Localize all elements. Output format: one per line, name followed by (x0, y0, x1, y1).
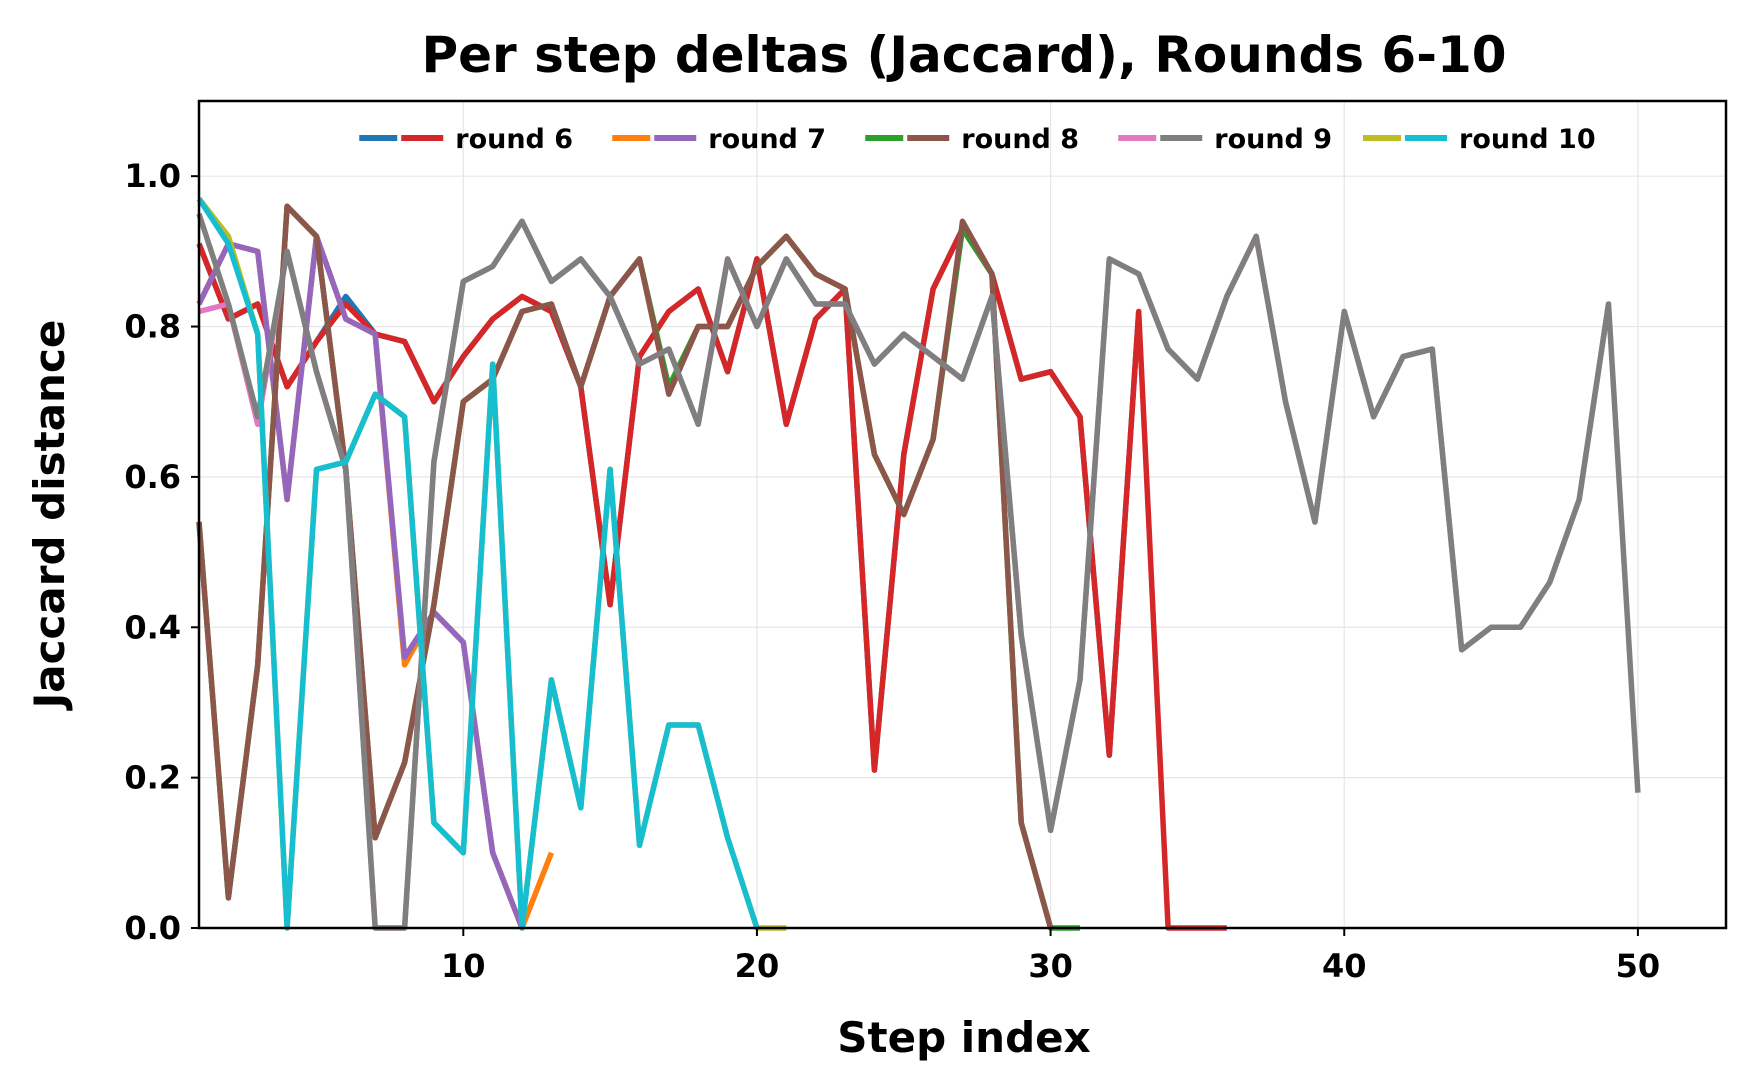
series-line-round-9-b (196, 212, 1641, 931)
x-tick-label: 30 (1028, 947, 1073, 985)
x-tick-label: 50 (1616, 947, 1661, 985)
legend-label: round 9 (1214, 124, 1332, 155)
series-line-round-7-b (196, 233, 525, 929)
chart-title: Per step deltas (Jaccard), Rounds 6-10 (421, 26, 1506, 84)
plot-frame (197, 99, 1728, 930)
series-layer (196, 197, 1641, 931)
y-tick-label: 0.2 (124, 759, 181, 797)
y-axis-ticks: 0.0 0.2 0.4 0.6 0.8 1.0 (124, 157, 199, 947)
legend-label: round 10 (1459, 124, 1596, 155)
series-line-round-10-b (196, 197, 760, 931)
y-axis-label: Jaccard distance (25, 320, 74, 712)
y-tick-label: 1.0 (124, 157, 181, 195)
y-tick-label: 0.6 (124, 458, 181, 496)
legend-label: round 8 (961, 124, 1079, 155)
y-tick-label: 0.8 (124, 308, 181, 346)
x-axis-label: Step index (837, 1013, 1090, 1062)
legend-label: round 6 (455, 124, 573, 155)
legend-label: round 7 (708, 124, 826, 155)
x-tick-label: 40 (1322, 947, 1367, 985)
x-tick-label: 10 (441, 947, 486, 985)
series-line-round-8-b (196, 203, 1054, 929)
x-axis-ticks: 10 20 30 40 50 (441, 928, 1660, 985)
legend: round 6 round 7 round 8 round 9 round 10 (359, 124, 1596, 155)
x-tick-label: 20 (735, 947, 780, 985)
y-tick-label: 0.0 (124, 909, 181, 947)
y-tick-label: 0.4 (124, 608, 181, 646)
